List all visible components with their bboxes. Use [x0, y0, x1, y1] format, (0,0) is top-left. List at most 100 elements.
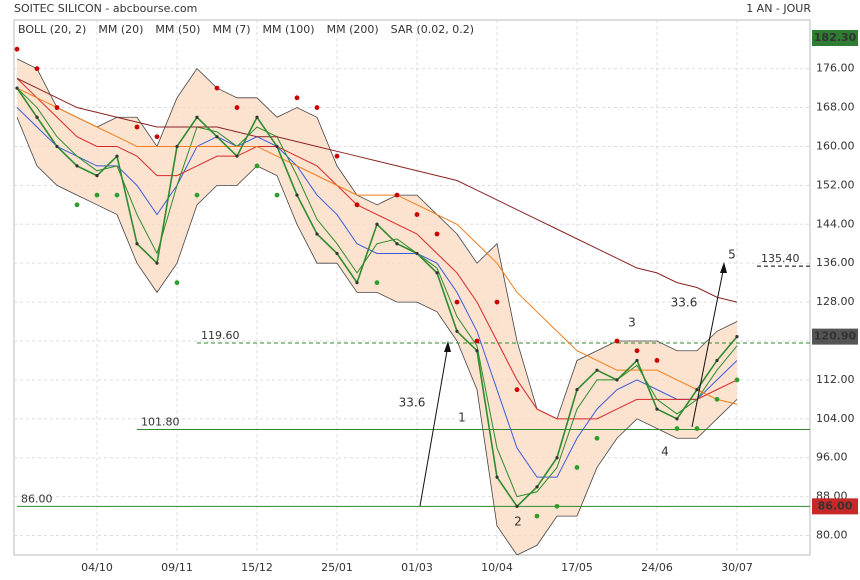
- annotation: 1: [458, 411, 466, 425]
- sar-dot: [134, 124, 140, 130]
- sar-dot: [294, 95, 300, 101]
- y-tick-label: 144.00: [816, 217, 855, 230]
- price-point: [315, 232, 319, 236]
- price-point: [675, 417, 679, 421]
- sar-dot: [74, 202, 80, 208]
- x-tick-label: 10/04: [481, 561, 513, 574]
- price-point: [195, 115, 199, 119]
- sar-dot: [694, 426, 700, 431]
- sar-dot: [174, 280, 180, 286]
- price-tag-label: 86.00: [818, 499, 853, 512]
- sar-dot: [194, 192, 200, 198]
- price-point: [215, 135, 219, 139]
- sar-dot: [414, 212, 420, 217]
- price-tag: [812, 29, 858, 46]
- sar-dot: [314, 105, 320, 110]
- price-point: [535, 485, 539, 489]
- bollinger-band: [17, 58, 737, 555]
- x-tick-label: 01/03: [401, 561, 433, 574]
- sar-dot: [354, 202, 360, 208]
- price-point: [95, 174, 99, 178]
- legend-entry: MM (50): [155, 23, 200, 36]
- price-point: [555, 456, 559, 460]
- price-point: [595, 368, 599, 372]
- sar-dot: [274, 192, 280, 198]
- sar-dot: [374, 280, 380, 286]
- price-point: [55, 144, 59, 149]
- sar-dot: [394, 192, 400, 198]
- price-point: [35, 115, 39, 119]
- price-point: [355, 281, 359, 285]
- sar-dot: [434, 231, 440, 237]
- annotation: 33.6: [671, 296, 698, 310]
- x-tick-label: 09/11: [161, 561, 193, 574]
- sar-dot: [514, 387, 520, 393]
- moving-average: [16, 107, 738, 478]
- legend-entry: MM (7): [212, 23, 250, 36]
- price-point: [395, 242, 399, 246]
- price-point: [75, 164, 79, 168]
- price-point: [515, 504, 519, 508]
- price-point: [635, 358, 639, 363]
- y-tick-label: 136.00: [816, 256, 855, 269]
- price-point: [495, 475, 499, 479]
- price-point: [275, 144, 279, 149]
- price-tag: [812, 328, 858, 345]
- annotation: 5: [728, 248, 736, 262]
- legend-entry: BOLL (20, 2): [18, 23, 86, 36]
- price-tag-label: 120.90: [814, 330, 857, 343]
- legend-entry: MM (20): [98, 23, 143, 36]
- chart-title: SOITEC SILICON - abcbourse.com: [14, 2, 197, 15]
- price-point: [15, 86, 19, 90]
- y-tick-label: 80.00: [816, 529, 848, 542]
- x-tick-label: 17/05: [561, 561, 593, 574]
- price-point: [175, 144, 179, 149]
- y-tick-label: 160.00: [816, 139, 855, 152]
- price-point: [135, 242, 139, 246]
- y-tick-label: 176.00: [816, 62, 855, 75]
- bollinger-lower: [16, 117, 738, 555]
- sar-dot: [114, 192, 120, 198]
- period: 1 AN - JOUR: [746, 2, 811, 15]
- sar-dot: [54, 105, 60, 110]
- moving-average: [16, 77, 738, 303]
- sar-dot: [94, 192, 100, 198]
- sar-dot: [554, 503, 560, 509]
- sar-dot: [474, 338, 480, 344]
- level-label: 86.00: [21, 492, 53, 505]
- price-point: [695, 388, 699, 392]
- sar-dot: [574, 465, 580, 470]
- price-point: [615, 378, 619, 382]
- price-point: [155, 261, 159, 265]
- price-tag-label: 182.30: [814, 31, 857, 44]
- sar-dot: [254, 163, 260, 169]
- y-tick-label: 104.00: [816, 412, 855, 425]
- price-point: [415, 251, 419, 256]
- annotation: 3: [628, 316, 636, 330]
- price-point: [455, 329, 459, 333]
- level-label: 135.40: [761, 252, 800, 265]
- arrow-head: [720, 262, 727, 273]
- price-tag: [812, 498, 858, 515]
- x-tick-label: 15/12: [241, 561, 273, 574]
- sar-dot: [634, 348, 640, 354]
- sar-dot: [734, 377, 740, 383]
- price-point: [575, 388, 579, 392]
- sar-dot: [34, 66, 40, 72]
- x-tick-label: 04/10: [81, 561, 113, 574]
- sar-dot: [654, 358, 660, 363]
- price-point: [735, 335, 739, 339]
- moving-average: [16, 87, 738, 405]
- annotation: 33.6: [399, 396, 426, 410]
- moving-average: [16, 78, 738, 420]
- price-point: [235, 154, 239, 158]
- y-tick-label: 152.00: [816, 178, 855, 191]
- x-tick-label: 24/06: [641, 561, 673, 574]
- sar-dot: [674, 426, 680, 431]
- x-tick-label: 25/01: [321, 561, 353, 574]
- price-point: [435, 271, 439, 275]
- price-point: [115, 154, 119, 158]
- annotation: 2: [514, 515, 522, 529]
- price-point: [255, 115, 259, 119]
- annotation: 4: [661, 445, 669, 459]
